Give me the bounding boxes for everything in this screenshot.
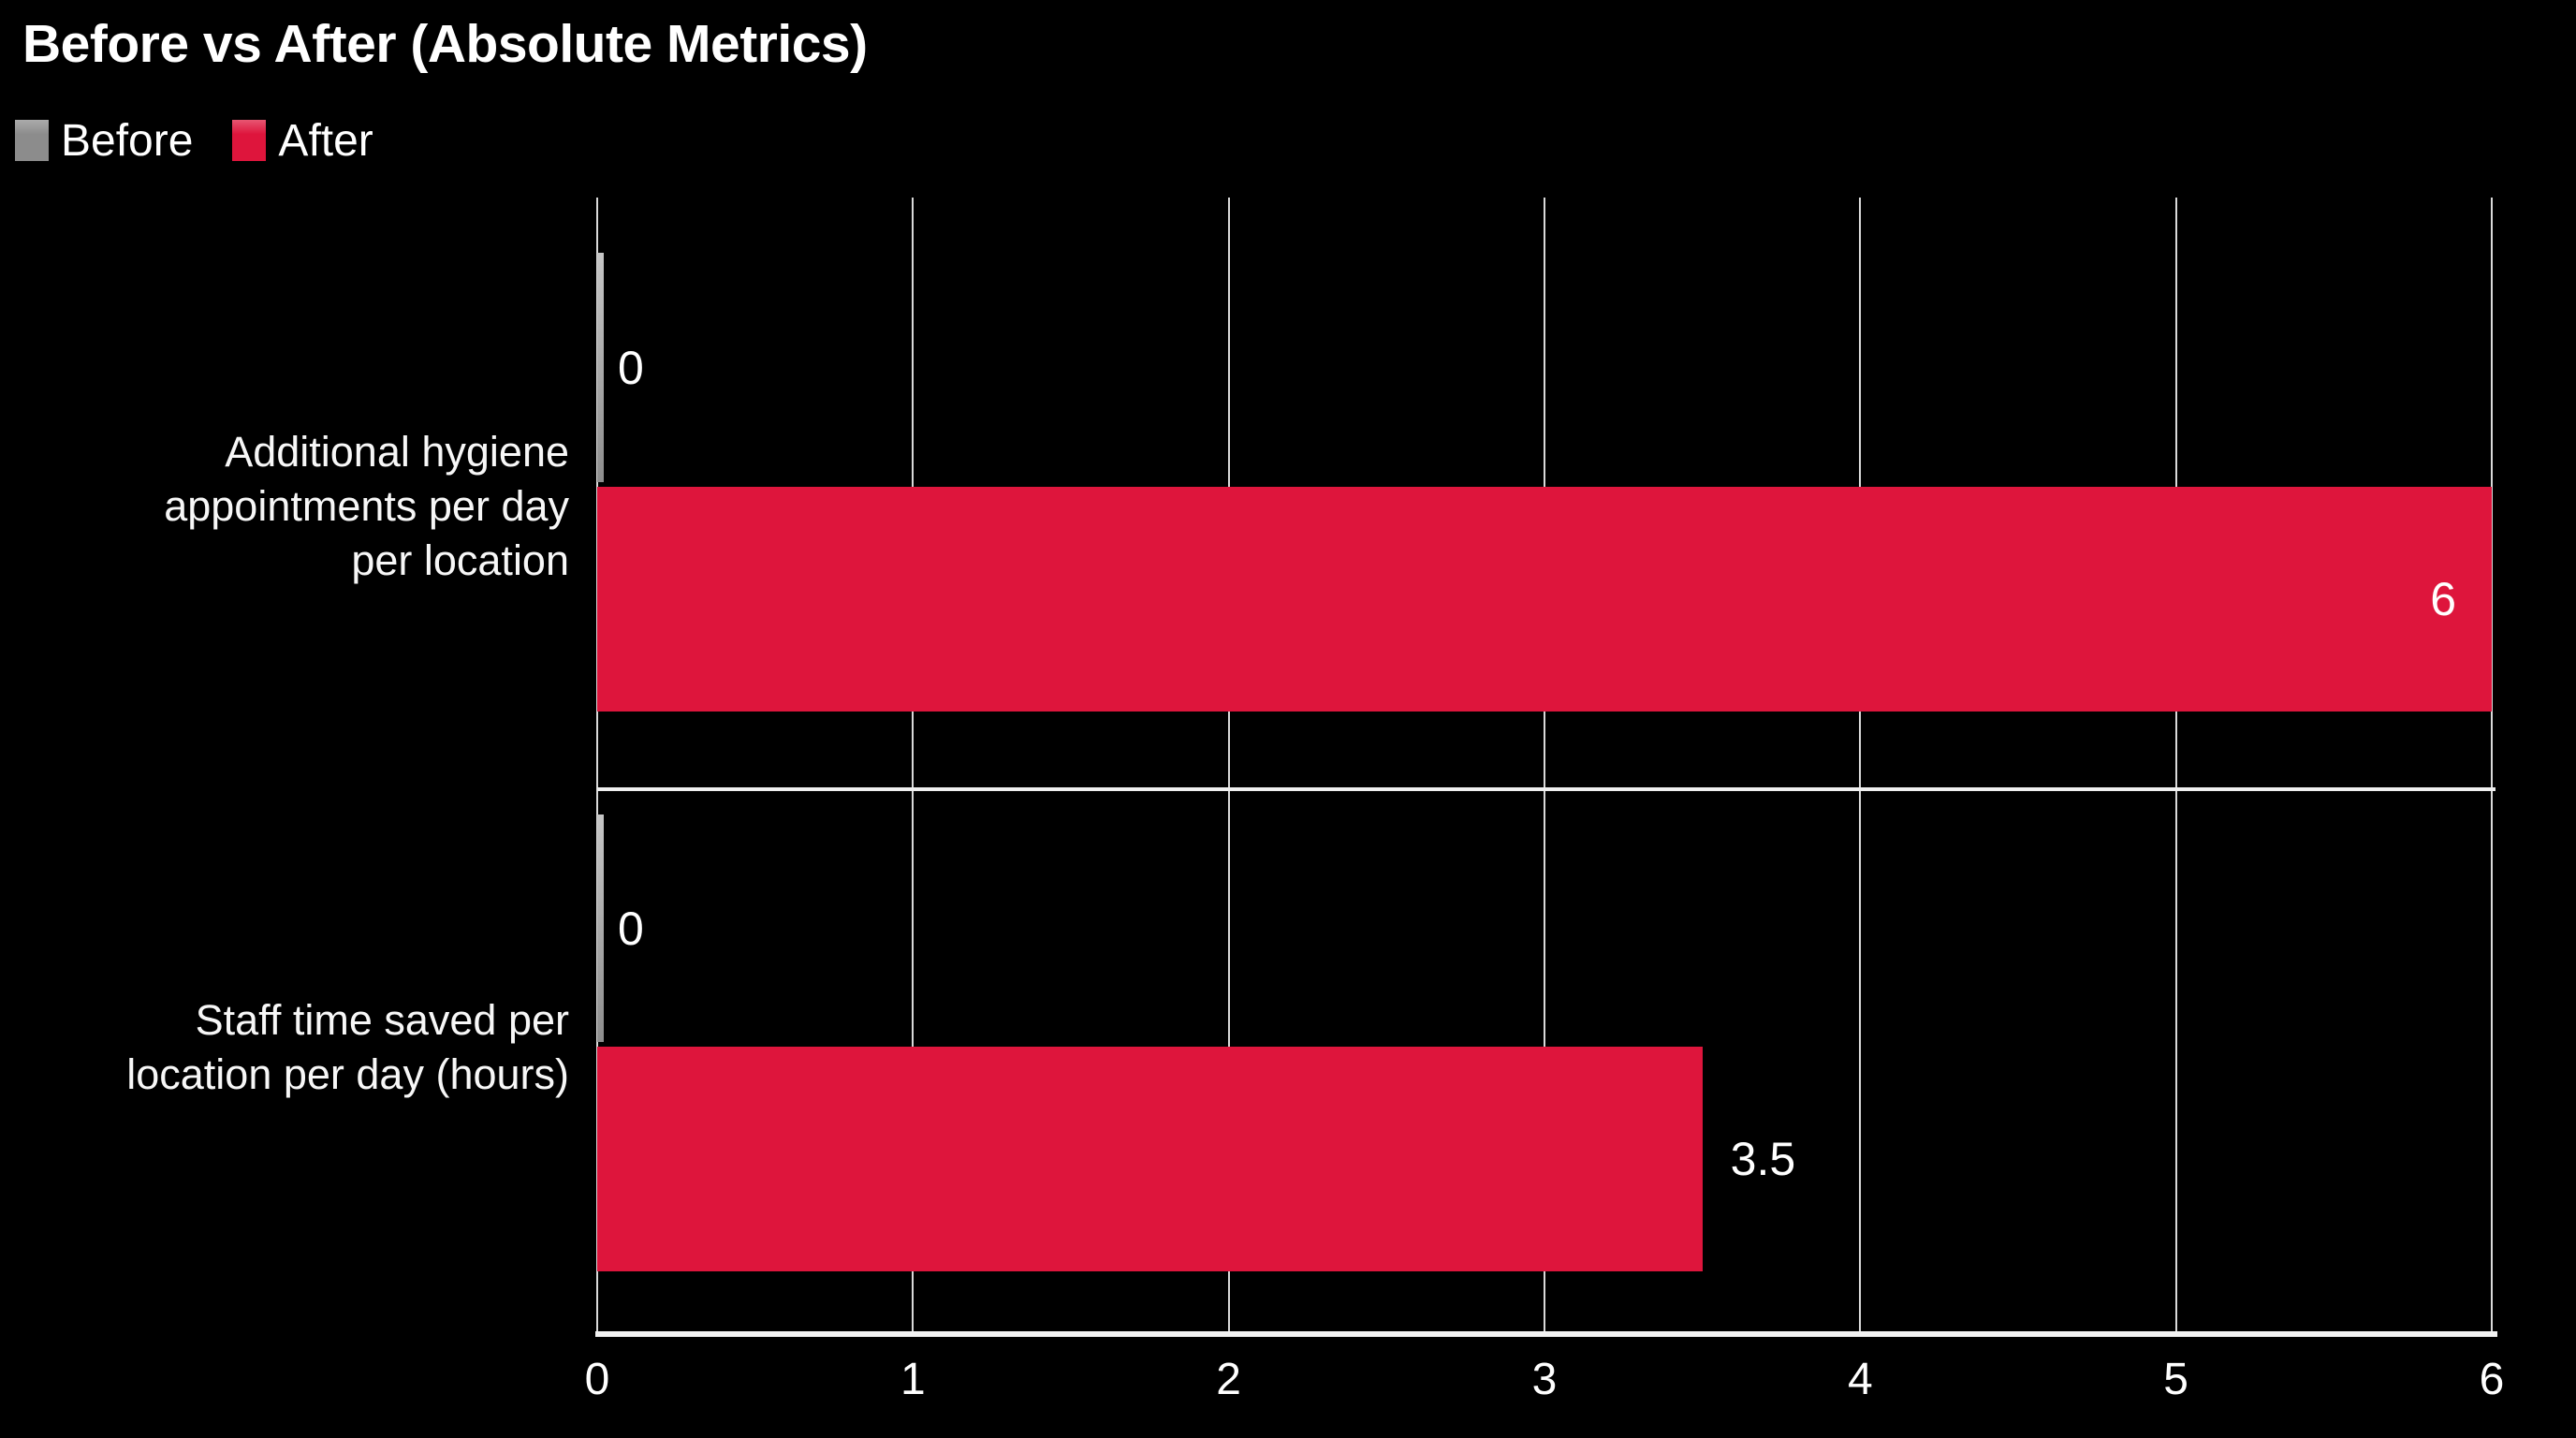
grid-line-x6 bbox=[2491, 198, 2493, 1331]
grid-line-x4 bbox=[1859, 198, 1862, 1331]
x-tick-label-4: 4 bbox=[1847, 1355, 1873, 1404]
x-tick-label-6: 6 bbox=[2479, 1355, 2505, 1404]
legend-label-after: After bbox=[278, 115, 373, 166]
value-label-before-0: 0 bbox=[618, 341, 644, 394]
legend-item-before: Before bbox=[15, 115, 193, 167]
category-label-0: Additional hygiene appointments per day pe… bbox=[164, 428, 569, 584]
x-tick-label-5: 5 bbox=[2163, 1355, 2189, 1404]
x-tick-label-2: 2 bbox=[1216, 1355, 1242, 1404]
category-label-1: Staff time saved per location per day (ho… bbox=[126, 996, 569, 1098]
legend-label-before: Before bbox=[61, 115, 194, 166]
x-tick-label-1: 1 bbox=[900, 1355, 926, 1404]
bar-before-1 bbox=[597, 814, 604, 1042]
legend: Before After bbox=[15, 115, 413, 167]
grid-line-x5 bbox=[2174, 198, 2177, 1331]
legend-swatch-after bbox=[232, 120, 267, 161]
legend-item-after: After bbox=[232, 115, 373, 167]
grid-line-x3 bbox=[1544, 198, 1545, 1331]
legend-swatch-before bbox=[15, 120, 49, 161]
bar-after-0 bbox=[597, 487, 2492, 712]
x-tick-label-0: 0 bbox=[584, 1355, 610, 1404]
value-label-after-1: 3.5 bbox=[1730, 1133, 1796, 1185]
x-axis-line bbox=[595, 1331, 2497, 1337]
grid-line-x2 bbox=[1227, 198, 1230, 1331]
bar-after-1 bbox=[597, 1047, 1703, 1271]
value-label-before-1: 0 bbox=[618, 902, 644, 955]
value-label-after-0: 6 bbox=[2430, 573, 2456, 625]
bar-before-0 bbox=[597, 253, 604, 482]
group-separator-0 bbox=[597, 787, 2496, 791]
x-tick-label-3: 3 bbox=[1531, 1355, 1558, 1404]
grid-line-x1 bbox=[912, 198, 915, 1331]
grid-line-x0 bbox=[596, 198, 598, 1331]
chart-title: Before vs After (Absolute Metrics) bbox=[22, 14, 868, 74]
